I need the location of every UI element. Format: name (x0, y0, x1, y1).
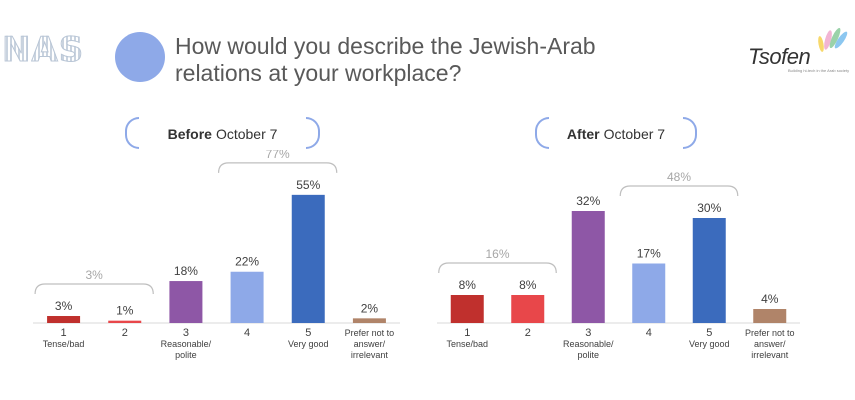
left-paren-bracket (125, 117, 139, 149)
bar-value-label: 55% (296, 178, 320, 192)
category-label: Prefer not to (345, 328, 395, 338)
category-label: Tense/bad (446, 339, 488, 349)
tsofen-leaf-icon (818, 27, 848, 52)
category-label: Prefer not to (745, 328, 795, 338)
category-label: 2 (122, 327, 128, 339)
right-paren-bracket (683, 117, 697, 149)
group-bracket (619, 185, 739, 197)
category-label: 3 (183, 327, 189, 339)
group-bracket (217, 162, 338, 173)
category-label: polite (577, 350, 599, 360)
group-total-label: 16% (485, 247, 509, 261)
category-label: answer/ (754, 339, 786, 349)
bar-2 (108, 320, 142, 323)
bar-value-label: 3% (55, 299, 73, 313)
bar-2 (511, 295, 545, 323)
group-total-label: 77% (266, 150, 290, 161)
group-total-label: 48% (667, 170, 691, 184)
category-label: 1 (464, 327, 470, 339)
category-label: irrelevant (751, 350, 789, 360)
bar-value-label: 30% (697, 201, 721, 215)
nas-watermark-logo: NAS (1, 30, 85, 71)
after-panel-header: After October 7 (535, 117, 697, 151)
bar-value-label: 32% (576, 194, 600, 208)
group-bracket (438, 262, 557, 274)
category-label: 5 (305, 327, 311, 339)
category-label: 5 (706, 327, 712, 339)
brand-name: Tsofen (748, 44, 811, 69)
category-label: polite (175, 350, 197, 360)
bar-value-label: 17% (637, 247, 661, 261)
slide-title: How would you describe the Jewish-Arab r… (175, 33, 596, 86)
panel-header-text: October 7 (603, 126, 666, 142)
bar-6 (352, 318, 386, 323)
bar-value-label: 8% (519, 278, 537, 292)
left-paren-bracket (535, 117, 549, 149)
bar-1 (47, 316, 81, 323)
group-total-label: 3% (85, 268, 103, 282)
category-label: 3 (585, 327, 591, 339)
bar-value-label: 4% (761, 292, 779, 306)
bar-1 (450, 295, 484, 323)
bar-6 (753, 309, 787, 323)
bar-3 (571, 211, 605, 323)
brand-tagline: Building hi-tech in the Arab society (788, 68, 850, 73)
bar-value-label: 18% (174, 264, 198, 278)
category-label: Reasonable/ (161, 339, 212, 349)
bar-value-label: 8% (459, 278, 477, 292)
bar-value-label: 22% (235, 255, 259, 269)
category-label: 1 (61, 327, 67, 339)
category-label: irrelevant (351, 350, 389, 360)
bar-4 (230, 271, 264, 323)
bar-5 (692, 218, 726, 323)
category-label: Very good (288, 339, 329, 349)
bar-3 (169, 281, 203, 323)
bar-5 (291, 194, 325, 323)
bar-value-label: 1% (116, 304, 134, 318)
before-panel-header: Before October 7 (125, 117, 320, 151)
panel-header-text: October 7 (215, 126, 278, 142)
title-bullet-circle (115, 32, 165, 82)
group-bracket (34, 283, 154, 295)
category-label: Very good (689, 339, 730, 349)
category-label: Tense/bad (43, 339, 85, 349)
tsofen-logo: Tsofen Building hi-tech in the Arab soci… (748, 27, 850, 80)
bar-value-label: 2% (361, 301, 379, 315)
panel-header-bold: Before (167, 126, 212, 142)
right-paren-bracket (306, 117, 320, 149)
category-label: 4 (646, 327, 652, 339)
category-label: Reasonable/ (563, 339, 614, 349)
category-label: 4 (244, 327, 250, 339)
panel-header-bold: After (566, 126, 600, 142)
bar-4 (632, 263, 666, 323)
category-label: answer/ (354, 339, 386, 349)
category-label: 2 (525, 327, 531, 339)
